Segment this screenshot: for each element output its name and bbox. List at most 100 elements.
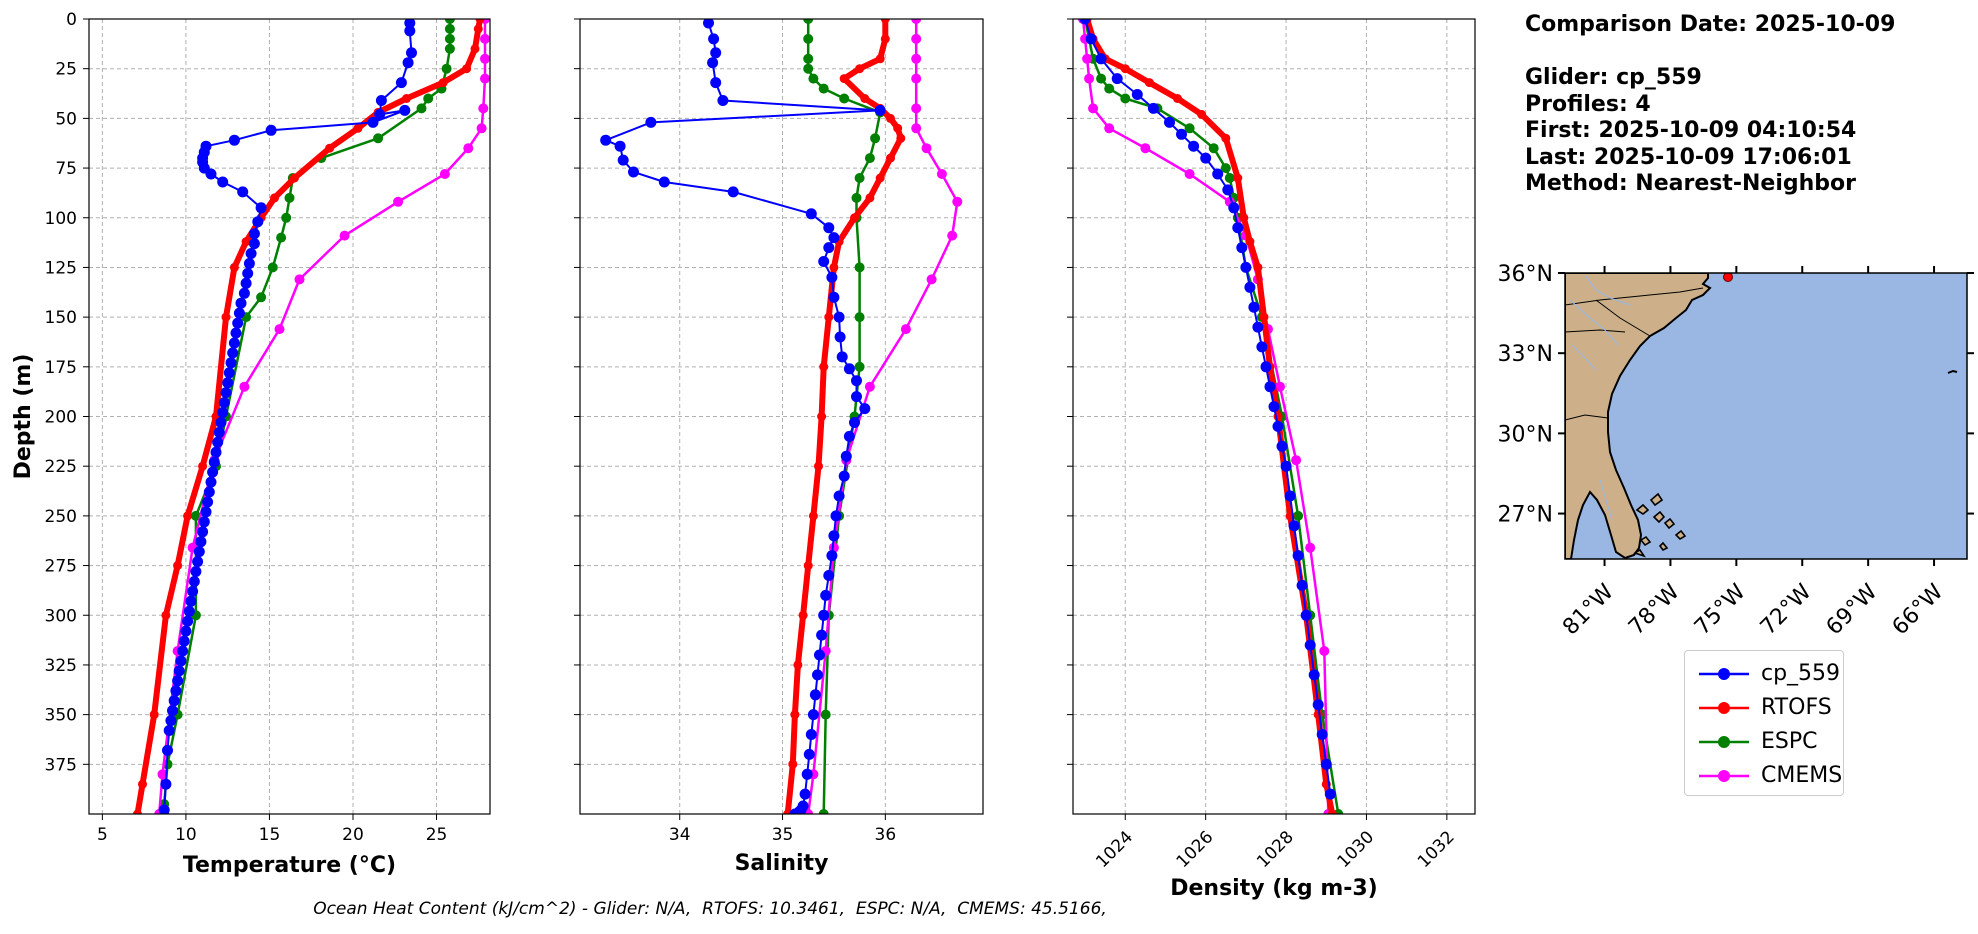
salinity-glider-point [823,242,835,254]
salinity-glider-point [820,589,832,601]
temperature-espc-point [444,23,455,34]
salinity-espc-point [854,262,865,273]
depth-ytick-label: 375 [45,755,77,775]
map-bahamas [1633,492,1687,558]
density-glider-point [1256,341,1268,353]
temperature-glider-point [223,367,235,379]
temperature-glider-point [215,417,227,428]
temperature-espc-point [444,43,455,54]
salinity-glider-point [789,808,801,814]
salinity-rtofs-point [798,610,808,620]
temperature-plot-area [133,19,490,814]
map-lon-label: 78°W [1624,579,1685,640]
temperature-rtofs-point [183,511,193,521]
temperature-glider-point [245,248,257,259]
density-glider-point [1300,609,1312,621]
temperature-espc-point [190,510,201,521]
depth-ytick-label: 100 [45,209,77,229]
density-rtofs-point [1239,213,1249,223]
temperature-espc-point [281,212,292,223]
temperature-glider-point [205,168,217,180]
salinity-glider-point [826,271,838,283]
legend-swatch-espc [1699,736,1749,748]
temperature-glider-point [404,25,416,37]
temperature-glider-point [190,566,202,577]
salinity-xlabel: Salinity [735,851,829,876]
salinity-glider-point [805,208,817,220]
temperature-rtofs-point [221,312,231,322]
salinity-glider-point [816,629,828,641]
temperature-glider-point [237,186,249,198]
temperature-panel: 5 10 15 20 250255075100125150175200225250275… [11,10,491,878]
density-glider-point [1260,361,1272,373]
salinity-glider-point [838,470,850,482]
temperature-glider-point [402,57,414,69]
density-xtick-label: 1030 [1334,827,1379,872]
map-state-borders [1565,287,1704,421]
density-rtofs-point [1245,237,1255,247]
temperature-espc-point [256,292,267,303]
density-glider-point [1176,128,1187,140]
map-lat-label: 27°N [1498,503,1553,528]
density-glider-point [1292,550,1304,562]
density-xtick-label: 1032 [1414,827,1459,872]
temperature-glider-point [235,297,247,309]
salinity-rtofs-point [886,113,895,123]
legend-label-espc: ESPC [1761,729,1818,754]
temperature-rtofs-point [438,78,448,88]
temperature-cmems-point [393,196,404,207]
temperature-rtofs-point [462,64,472,74]
temperature-glider-point [192,556,204,568]
salinity-glider-point [840,450,852,462]
salinity-espc-point [820,709,831,720]
salinity-espc-point [818,809,829,814]
temperature-glider-point [158,804,170,814]
density-glider-point [1111,73,1123,85]
salinity-rtofs-point [875,173,885,183]
map-lat-label: 30°N [1498,422,1553,447]
salinity-cmems-point [911,123,922,134]
density-rtofs-point [1259,312,1269,322]
temperature-cmems-point [239,381,250,392]
salinity-rtofs-point [817,412,827,421]
density-glider-point [1188,140,1200,152]
salinity-glider-point [859,403,871,415]
salinity-xtick-label: 36 [875,825,897,845]
salinity-glider-point [727,186,739,198]
legend: cp_559 RTOFS ESPC CMEMS [1684,650,1844,796]
depth-ytick-label: 0 [66,10,77,30]
salinity-espc-point [803,19,814,24]
temperature-ticks: 5 10 15 20 250255075100125150175200225250275… [45,10,448,845]
glider-position-marker [1723,273,1733,282]
temperature-glider-point [242,267,254,279]
salinity-rtofs-point [814,461,823,471]
density-glider-point [1085,33,1097,45]
salinity-cmems-point [926,274,937,285]
density-glider-point [1240,261,1252,273]
salinity-glider-point [830,510,842,522]
salinity-cmems-point [947,230,958,241]
temperature-cmems-point [476,123,487,134]
salinity-glider-point [834,331,846,343]
salinity-rtofs-point [824,312,834,322]
temperature-espc-point [267,262,278,273]
salinity-glider-point [849,417,860,428]
temperature-cmems-point [463,143,474,154]
salinity-glider-point [812,669,823,681]
depth-ylabel: Depth (m) [11,354,36,480]
temperature-cmems-point [294,274,305,285]
density-cmems-point [1082,53,1093,64]
temperature-glider-point [233,307,245,319]
last-time: Last: 2025-10-09 17:06:01 [1525,144,1852,170]
salinity-glider-point [799,788,811,800]
temperature-xtick-label: 25 [426,825,448,845]
salinity-glider-point [801,768,813,780]
salinity-glider-point [833,490,845,502]
temperature-glider-point [248,228,260,240]
density-glider-point [1212,168,1224,180]
salinity-glider-point [628,166,639,178]
temperature-cmems-point [480,53,490,64]
depth-ytick-label: 225 [45,457,77,477]
temperature-glider-point [227,347,239,359]
depth-ytick-label: 50 [55,109,77,129]
